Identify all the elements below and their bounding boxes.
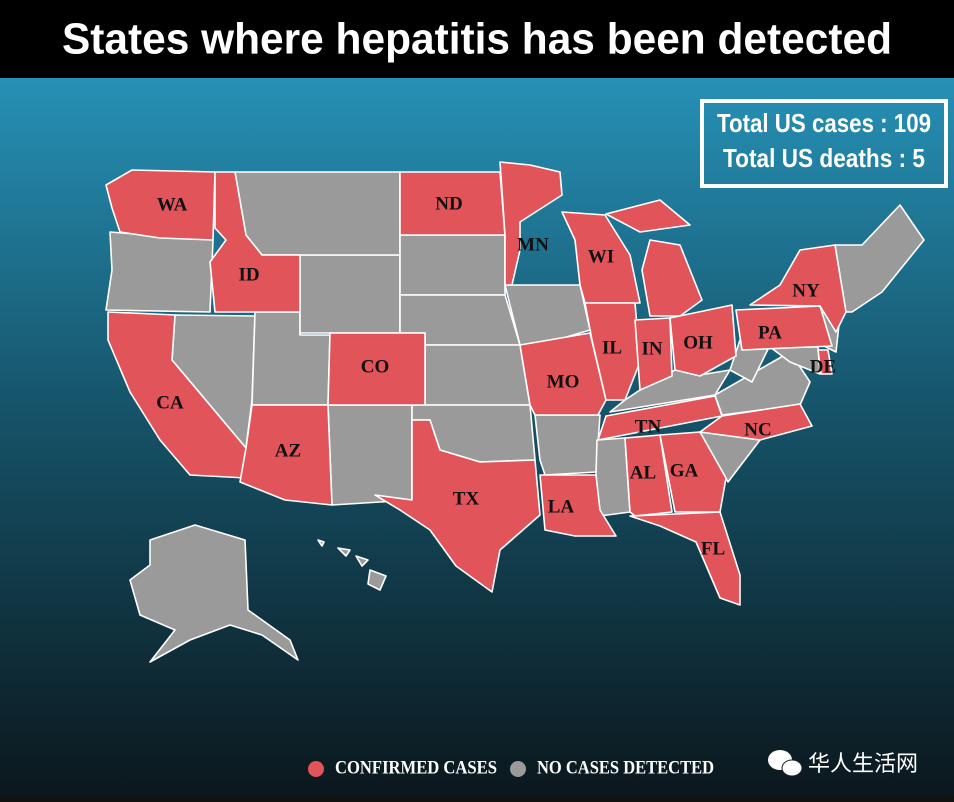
watermark: 华人生活网 [808,752,918,777]
state-shape [107,311,247,479]
state-shape [234,171,401,256]
bottom-bar [0,796,954,802]
state-label: MO [547,371,580,392]
state-shape [355,555,369,567]
state-shape [749,244,847,333]
state-shape [834,204,925,313]
title-bar [0,0,954,78]
state-label: ND [435,193,462,214]
legend-label: CONFIRMED CASES [335,757,497,778]
state-shape [534,414,601,476]
state-label: PA [758,322,782,343]
state-shape [634,317,673,391]
state-label: IL [602,337,622,358]
state-label: IN [641,338,662,359]
state-shape [629,511,741,606]
state-label: WA [157,194,188,215]
watermark-icon [768,750,803,777]
state-label: AZ [275,440,301,461]
state-shape [374,419,541,593]
state-label: NY [792,280,820,301]
state-shape [699,403,813,441]
state-label: FL [701,538,725,559]
state-shape [317,539,325,547]
state-shape [327,404,413,506]
state-shape [499,161,563,286]
state-label: MN [517,234,549,255]
state-shape [105,169,216,241]
state-shape [584,302,641,401]
legend-swatch [510,761,526,777]
title: States where hepatitis has been detected [62,15,892,64]
state-shape [327,332,426,406]
state-shape [424,344,531,406]
state-shape [129,524,299,663]
state-label: CA [156,392,184,413]
state-label: OH [683,332,713,353]
state-shape [105,231,214,313]
state-shape [605,199,691,233]
state-label: ID [238,264,259,285]
legend-swatch [308,761,324,777]
state-label: DE [810,356,836,377]
state-label: TX [453,488,480,509]
state-label: GA [670,460,699,481]
state-label: TN [635,416,662,437]
state-shape [367,569,387,591]
state-label: LA [548,496,575,517]
state-label: NC [744,419,771,440]
state-shape [539,474,617,537]
state-shape [337,547,351,557]
state-shape [817,349,833,375]
state-shape [669,304,737,377]
state-shape [399,234,506,296]
totals-box [700,99,948,188]
state-shape [299,254,401,334]
state-shape [595,437,631,517]
state-labels: WA ID ND MN WI NY CA CO IL IN OH PA DE MO AZ TN NC TX AL GA… [156,193,836,559]
state-shape [735,305,833,351]
legend-label: NO CASES DETECTED [537,757,714,778]
state-label: WI [588,246,614,267]
states [105,161,925,663]
state-shape [209,171,301,313]
state-shape [659,431,727,513]
state-label: AL [630,462,656,483]
total-deaths: Total US deaths : 5 [723,143,925,173]
state-shape [624,434,673,517]
total-cases: Total US cases : 109 [717,108,931,138]
state-label: CO [361,356,390,377]
